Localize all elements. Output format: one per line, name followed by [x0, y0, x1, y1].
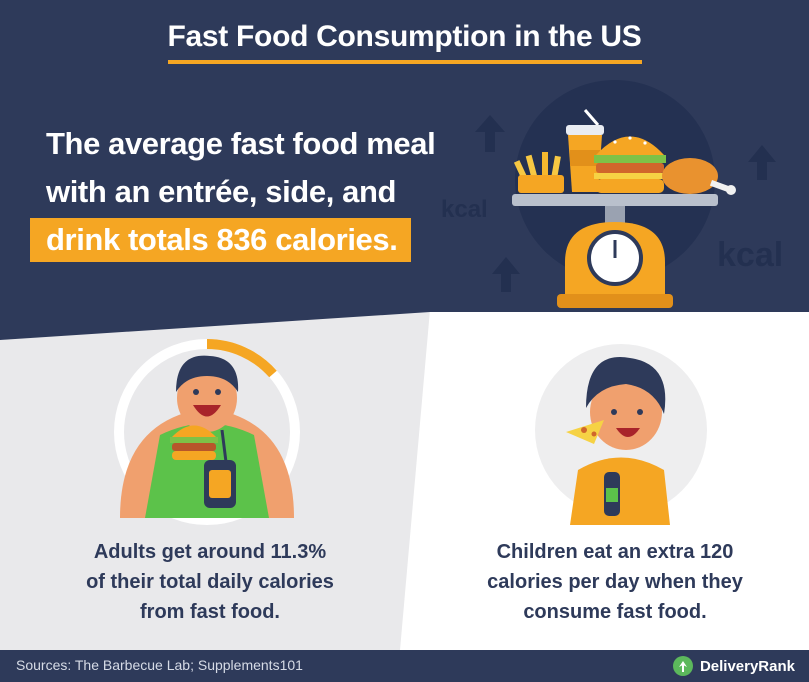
- up-arrow-icon-right: [748, 145, 776, 180]
- kcal-label-left: kcal: [441, 196, 488, 223]
- adults-caption-line-3: from fast food.: [140, 601, 280, 623]
- sources-text: Sources: The Barbecue Lab; Supplements10…: [16, 657, 303, 673]
- scale-plate: [512, 194, 718, 206]
- page-title: Fast Food Consumption in the US: [167, 20, 642, 64]
- progress-ring-fill: [206, 339, 277, 378]
- headline-line-1: The average fast food meal: [46, 126, 436, 161]
- brand-name: DeliveryRank: [699, 657, 795, 675]
- pizza-slice-icon: [566, 420, 604, 444]
- adult-mouth: [193, 405, 221, 417]
- soda-bottle-icon: [604, 472, 620, 516]
- chicken-leg-icon: [662, 158, 736, 195]
- footer: Sources: The Barbecue Lab; Supplements10…: [0, 650, 809, 682]
- children-caption: Children eat an extra 120 calories per d…: [445, 537, 785, 627]
- child-eye-left: [611, 409, 617, 415]
- child-mouth: [616, 428, 640, 437]
- up-arrow-icon-bottom: [492, 257, 520, 292]
- adult-eye-right: [215, 389, 221, 395]
- brand-logo[interactable]: DeliveryRank: [672, 655, 795, 677]
- soda-can-icon: [204, 429, 236, 508]
- burger-icon: [170, 425, 218, 460]
- adult-eye-left: [193, 389, 199, 395]
- burger-icon: [594, 136, 666, 193]
- adults-caption: Adults get around 11.3% of their total d…: [40, 537, 380, 627]
- headline-line-3-highlight: drink totals 836 calories.: [30, 218, 412, 262]
- adults-caption-line-1: Adults get around 11.3%: [93, 541, 327, 563]
- child-face: [590, 374, 662, 450]
- delivery-rank-logo-icon: [672, 656, 693, 676]
- scale-foot: [557, 294, 673, 308]
- child-eye-right: [637, 409, 643, 415]
- adults-caption-line-2: of their total daily calories: [86, 571, 334, 593]
- child-hair: [586, 357, 666, 414]
- fries-icon: [513, 152, 564, 193]
- children-caption-line-3: consume fast food.: [523, 601, 707, 623]
- adult-hair: [176, 355, 239, 392]
- children-caption-line-1: Children eat an extra 120: [496, 541, 734, 563]
- scale-neck: [605, 206, 625, 226]
- headline-line-2: with an entrée, side, and: [46, 174, 397, 209]
- title-wrap: Fast Food Consumption in the US: [0, 20, 809, 64]
- up-arrow-icon: [475, 115, 505, 152]
- drink-cup-icon: [566, 109, 604, 192]
- adult-face: [177, 364, 237, 432]
- headline: The average fast food meal with an entré…: [30, 120, 436, 264]
- kcal-label-right: kcal: [717, 236, 784, 274]
- children-caption-line-2: calories per day when they: [487, 571, 743, 593]
